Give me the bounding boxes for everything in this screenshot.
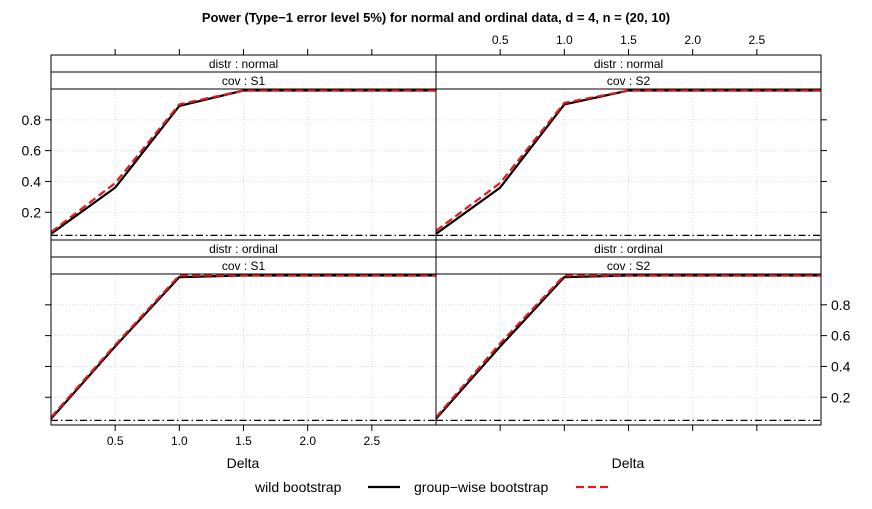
series-line-group-wise-bootstrap [435, 274, 821, 419]
panel-3: distr : ordinal cov : S1 [50, 239, 437, 426]
x-axis-label-right: Delta [612, 455, 645, 471]
panels-area: distr : normal cov : S1 distr : normal cov … [22, 33, 851, 448]
panel-1: distr : normal cov : S1 [50, 54, 437, 241]
x-tick-label-bottom: 1.5 [235, 434, 252, 448]
x-tick-label-bottom: 2.5 [363, 434, 380, 448]
y-tick-label-left: 0.4 [22, 173, 42, 189]
strip-cov-label: cov : S2 [607, 74, 651, 88]
strip-distr-label: distr : ordinal [594, 242, 663, 256]
y-tick-label-right: 0.4 [831, 358, 851, 374]
x-tick-label-bottom: 0.5 [107, 434, 124, 448]
x-tick-label-top: 1.0 [556, 33, 573, 47]
x-tick-label-top: 2.0 [684, 33, 701, 47]
y-tick-label-right: 0.2 [831, 389, 851, 405]
x-tick-label-top: 1.5 [620, 33, 637, 47]
legend: wild bootstrap group−wise bootstrap [254, 479, 608, 495]
series-line-group-wise-bootstrap [50, 274, 436, 419]
y-tick-label-right: 0.8 [831, 297, 851, 313]
y-tick-label-left: 0.8 [22, 112, 42, 128]
x-tick-label-top: 0.5 [492, 33, 509, 47]
y-tick-label-left: 0.6 [22, 143, 42, 159]
strip-distr-label: distr : normal [594, 57, 663, 71]
y-tick-label-left: 0.2 [22, 204, 42, 220]
strip-cov-label: cov : S1 [222, 74, 266, 88]
strip-distr-label: distr : normal [209, 57, 278, 71]
panel-4: distr : ordinal cov : S2 [435, 239, 822, 426]
x-tick-label-bottom: 1.0 [171, 434, 188, 448]
x-axis-label-left: Delta [227, 455, 260, 471]
x-tick-label-top: 2.5 [748, 33, 765, 47]
x-tick-label-bottom: 2.0 [299, 434, 316, 448]
y-tick-label-right: 0.6 [831, 328, 851, 344]
legend-label-wild-bootstrap: wild bootstrap [254, 479, 342, 495]
series-line-group-wise-bootstrap [50, 89, 436, 234]
chart-title: Power (Type−1 error level 5%) for normal… [202, 10, 670, 25]
legend-label-group-wise-bootstrap: group−wise bootstrap [414, 479, 548, 495]
series-line-group-wise-bootstrap [435, 89, 821, 232]
panel-2: distr : normal cov : S2 [435, 54, 822, 241]
strip-distr-label: distr : ordinal [209, 242, 278, 256]
strip-cov-label: cov : S2 [607, 259, 651, 273]
strip-cov-label: cov : S1 [222, 259, 266, 273]
